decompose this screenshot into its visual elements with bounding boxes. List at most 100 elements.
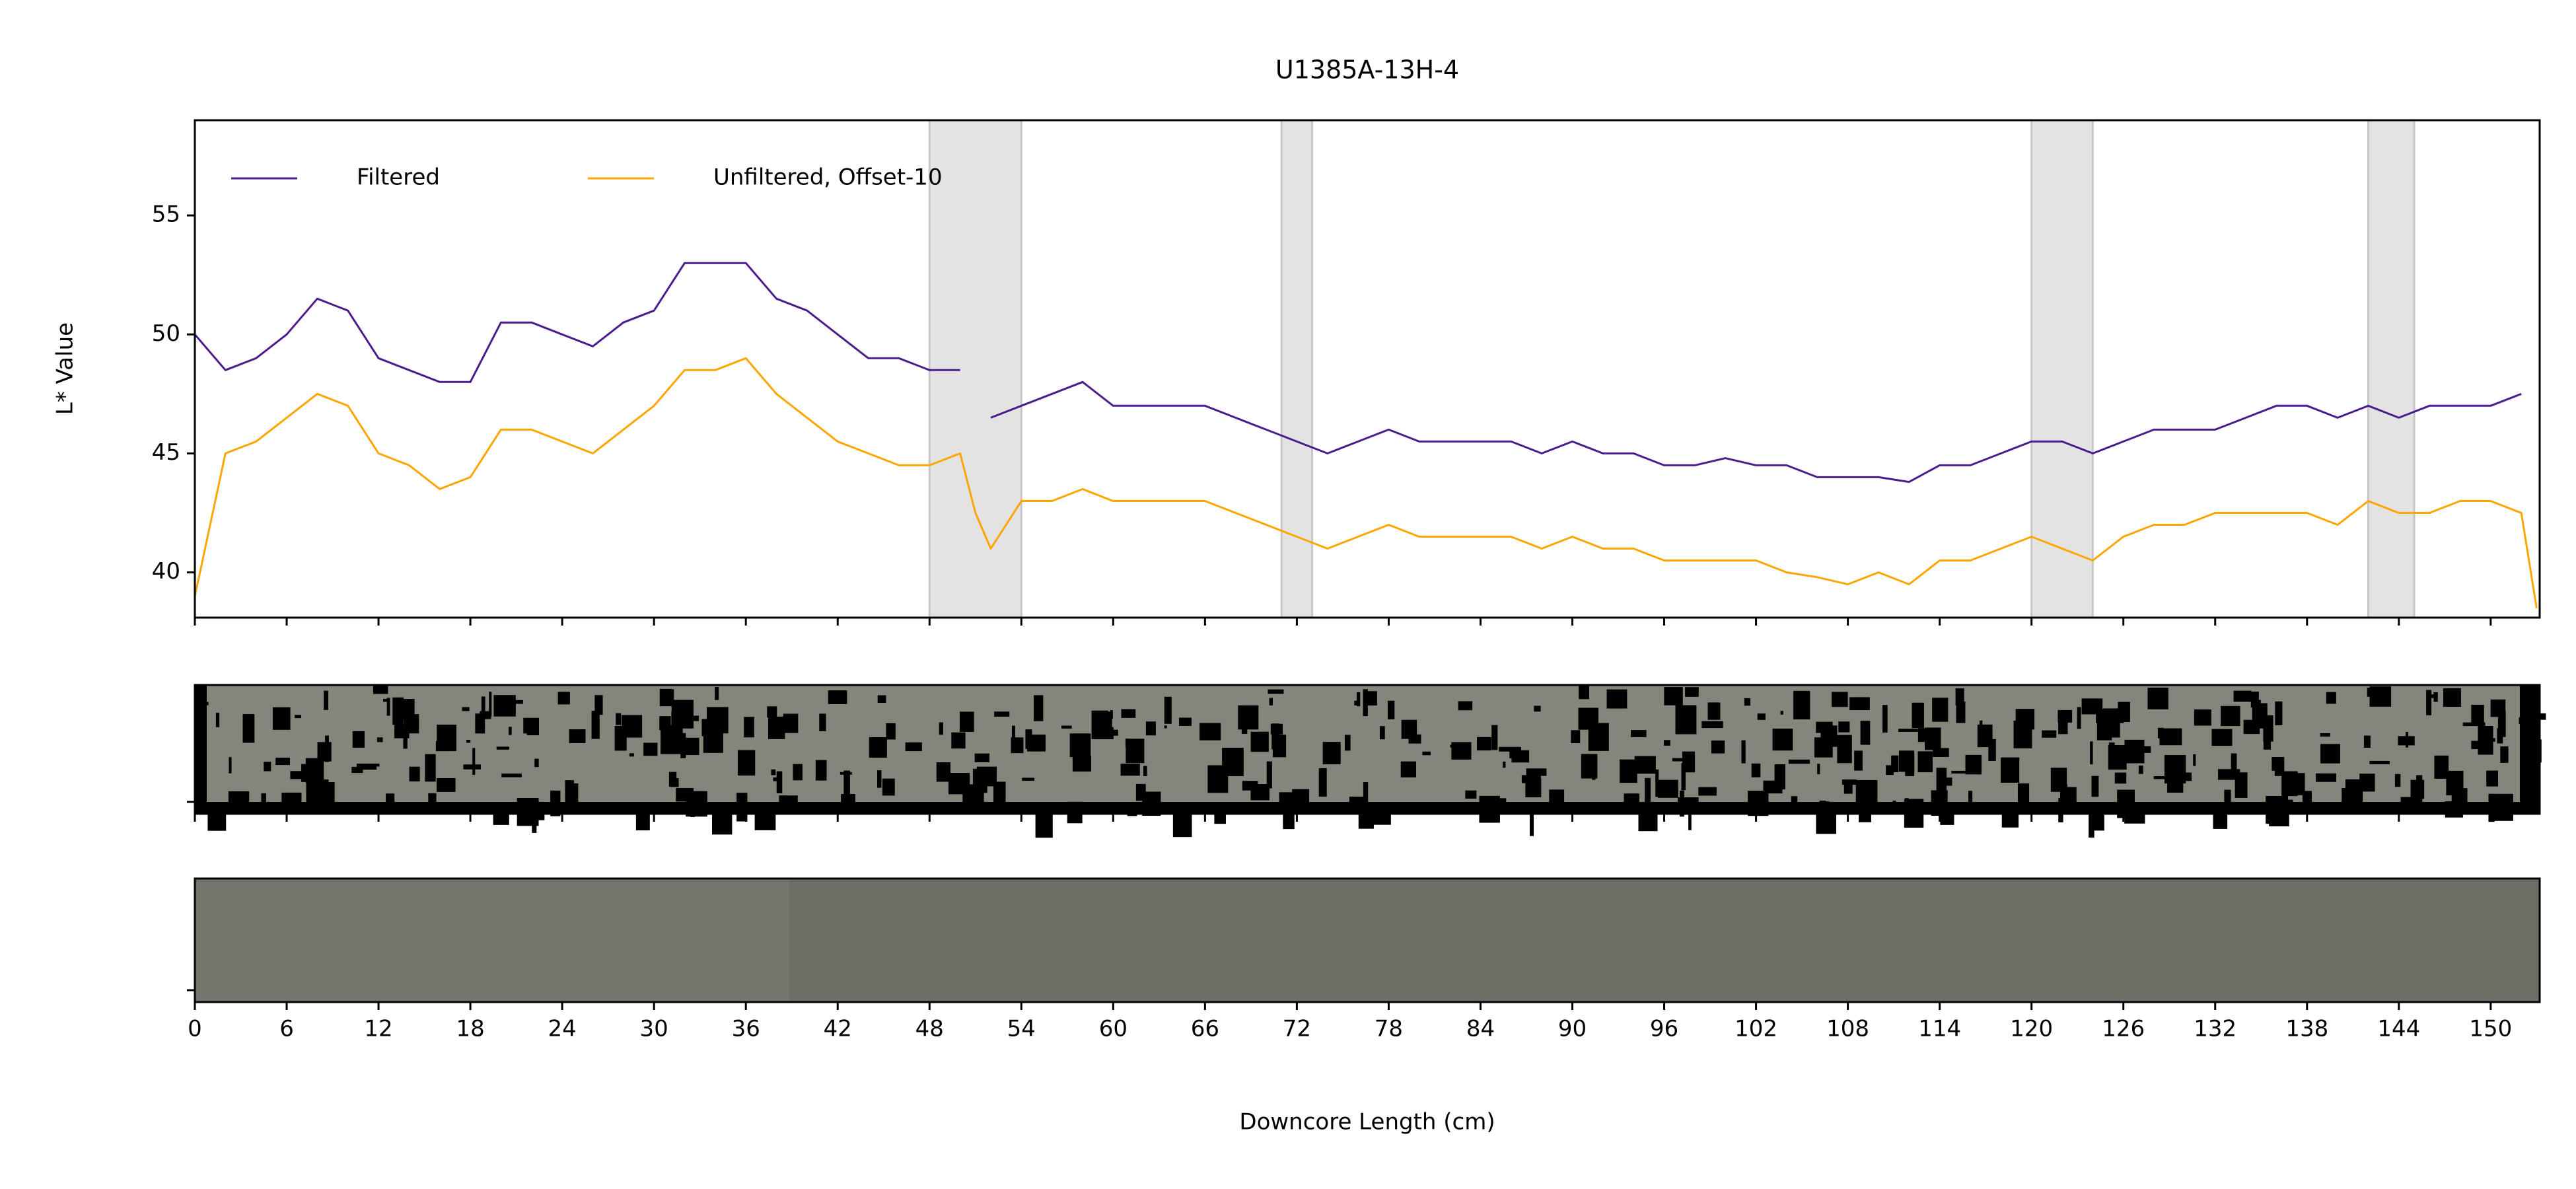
core-image-void: [2367, 688, 2388, 697]
core-image-void: [2486, 770, 2498, 787]
core-image-void: [403, 738, 408, 749]
core-image-void: [1349, 797, 1366, 803]
core-image-void: [1837, 735, 1852, 764]
core-image-void: [2042, 730, 2057, 738]
core-image-void: [2478, 725, 2493, 755]
core-image-void: [2058, 721, 2068, 735]
core-image-void: [1681, 763, 1686, 791]
core-image-void: [409, 766, 420, 781]
x-tick-label: 150: [2469, 1016, 2512, 1042]
core-image-void: [1091, 710, 1108, 739]
core-image-void: [1354, 700, 1359, 705]
core-image-void: [1268, 689, 1284, 694]
core-image-void: [1820, 725, 1838, 747]
core-image-void: [1250, 731, 1269, 752]
core-image-void: [436, 777, 456, 792]
core-image-void: [701, 719, 711, 737]
core-image-void: [1344, 735, 1351, 751]
core-image-void: [1664, 740, 1670, 746]
core-image-void: [591, 710, 600, 739]
x-tick-label: 78: [1375, 1016, 1403, 1042]
x-tick-label: 108: [1826, 1016, 1869, 1042]
core-image-void: [1645, 777, 1651, 805]
core-image-void: [2194, 709, 2211, 726]
core-image-void: [1035, 810, 1053, 838]
core-image-void: [2166, 773, 2184, 793]
core-image-void: [2000, 757, 2020, 783]
core-image-void: [264, 762, 271, 772]
x-tick-label: 90: [1558, 1016, 1587, 1042]
core-image-void: [2497, 711, 2506, 737]
core-image-void: [523, 717, 539, 734]
core-image-void: [1788, 759, 1810, 764]
core-image-void: [569, 729, 586, 743]
core-image-void: [480, 711, 491, 719]
core-image-void: [1511, 750, 1530, 763]
core-image-void: [1458, 701, 1473, 711]
y-tick-label: 55: [152, 201, 180, 228]
core-image-void: [2406, 732, 2409, 748]
core-image-void: [1143, 766, 1147, 776]
x-tick-label: 96: [1650, 1016, 1678, 1042]
core-image-void: [828, 690, 847, 704]
core-image-void: [1917, 751, 1933, 773]
core-image-void: [1854, 750, 1863, 771]
x-tick-label: 12: [364, 1016, 392, 1042]
core-image-void: [215, 713, 220, 727]
x-tick-label: 30: [640, 1016, 668, 1042]
core-image-void: [776, 771, 783, 793]
core-image-void: [305, 758, 324, 783]
core-image-void: [1179, 717, 1192, 726]
x-tick-label: 144: [2377, 1016, 2420, 1042]
core-image-void: [882, 778, 895, 796]
core-image-void: [1932, 698, 1949, 722]
core-image-void: [1912, 702, 1924, 729]
core-image-void: [1465, 790, 1477, 799]
core-image-void: [2434, 755, 2449, 779]
core-image-void: [1968, 791, 1973, 812]
core-image-void: [1933, 748, 1949, 757]
core-image-void: [1072, 756, 1091, 772]
core-image-void: [1951, 770, 1968, 774]
core-image-void: [1774, 764, 1785, 790]
core-image-void: [2497, 728, 2503, 744]
core-image-void: [496, 746, 509, 750]
core-image-void: [351, 766, 363, 774]
core-image-void: [317, 742, 332, 762]
core-image-void: [1946, 777, 1952, 786]
core-image-void: [2320, 733, 2330, 737]
core-image-void: [1791, 796, 1798, 807]
core-image-void: [951, 732, 966, 749]
core-image-void: [744, 717, 754, 738]
core-image-void: [1588, 723, 1609, 751]
core-image-void: [1688, 803, 1692, 830]
core-image-void: [771, 769, 776, 775]
x-tick-label: 138: [2285, 1016, 2328, 1042]
core-image-void: [386, 793, 395, 804]
x-tick-label: 36: [732, 1016, 760, 1042]
core-image-void: [481, 696, 485, 713]
core-image-void: [671, 711, 682, 737]
core-image-void: [1832, 692, 1848, 707]
core-image-void: [463, 764, 482, 770]
core-image-void: [1707, 702, 1721, 720]
core-image-void: [352, 731, 365, 748]
core-image-void: [2394, 774, 2401, 787]
core-image-void: [1266, 761, 1272, 789]
panel-frame: [194, 877, 2541, 1003]
x-tick-label: 60: [1099, 1016, 1127, 1042]
core-image-void: [1793, 690, 1810, 720]
core-image-void: [1658, 779, 1678, 798]
core-image-void: [1988, 739, 1996, 761]
core-image-void: [1477, 737, 1491, 751]
x-tick-label: 6: [279, 1016, 294, 1042]
core-image-void: [1379, 726, 1385, 740]
core-image-void: [2057, 709, 2073, 723]
core-image-void: [1891, 755, 1899, 772]
core-image-void: [1401, 719, 1417, 739]
core-image-void: [2490, 699, 2506, 717]
core-image-void: [1664, 687, 1683, 705]
core-image-void: [2426, 690, 2432, 715]
core-image-void: [2369, 760, 2390, 764]
